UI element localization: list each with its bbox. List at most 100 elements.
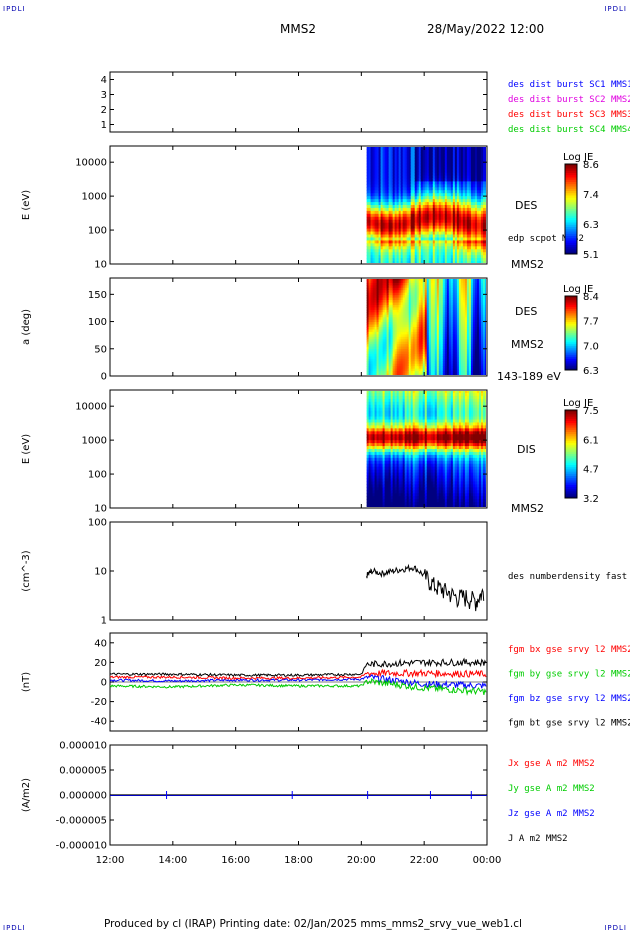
spectrogram-cell [432,363,436,367]
spectrogram-cell [406,327,410,331]
spectrogram-cell [368,187,372,191]
spectrogram-cell [446,336,450,340]
spectrogram-cell [394,184,398,188]
spectrogram-cell [416,349,420,353]
spectrogram-cell [480,202,484,206]
spectrogram-cell [412,358,416,362]
spectrogram-cell [474,312,478,316]
spectrogram-cell [406,249,410,253]
spectrogram-cell [470,219,474,224]
spectrogram-cell [370,207,374,212]
spectrogram-cell [390,160,394,165]
spectrogram-cell [426,219,430,224]
spectrogram-cell [382,285,386,289]
spectrogram-cell [412,373,416,375]
spectrogram-cell [476,336,480,340]
spectrogram-cell [386,160,390,165]
spectrogram-cell [424,231,428,236]
spectrogram-cell [388,243,392,247]
spectrogram-cell [474,307,478,311]
spectrogram-cell [382,160,386,165]
spectrogram-cell [378,196,382,200]
spectrogram-cell [432,341,436,345]
spectrogram-cell [382,334,386,338]
spectrogram-cell [368,258,372,262]
spectrogram-cell [478,319,482,323]
spectrogram-cell [470,231,474,236]
spectrogram-cell [476,373,480,375]
spectrogram-cell [462,222,466,227]
spectrogram-cell [470,172,474,177]
spectrogram-cell [432,225,436,230]
spectrogram-cell [434,234,438,239]
spectrogram-cell [392,202,396,206]
spectrogram-cell [428,336,432,340]
spectrogram-cell [416,312,420,316]
colorbar-tick-des_energy-2: 6.3 [583,220,599,231]
spectrogram-cell [370,309,374,313]
spectrogram-cell [370,181,374,185]
spectrogram-cell [434,356,438,360]
spectrogram-cell [392,287,396,291]
spectrogram-cell [440,336,444,340]
spectrogram-cell [454,292,458,296]
spectrogram-cell [376,196,380,200]
spectrogram-cell [434,297,438,301]
spectrogram-cell [460,184,464,188]
spectrogram-cell [370,258,374,262]
spectrogram-cell [372,300,376,304]
spectrogram-cell [404,219,408,224]
colorbar-step [565,366,577,369]
spectrogram-cell [434,184,438,188]
spectrogram-cell [426,255,430,259]
spectrogram-cell [468,344,472,348]
spectrogram-cell [404,243,408,247]
spectrogram-cell [444,287,448,291]
spectrogram-cell [382,147,386,150]
spectrogram-cell [456,349,460,353]
spectrogram-cell [374,258,378,262]
spectrogram-cell [454,346,458,350]
spectrogram-cell [470,193,474,197]
spectrogram-cell [418,258,422,262]
spectrogram-cell [428,324,432,328]
spectrogram-cell [372,190,376,194]
spectrogram-cell [442,187,446,191]
spectrogram-cell [406,178,410,182]
spectrogram-cell [484,172,487,177]
spectrogram-cell [368,349,372,353]
spectrogram-cell [442,196,446,200]
spectrogram-cell [386,285,390,289]
spectrogram-cell [428,287,432,291]
spectrogram-cell [466,285,470,289]
spectrogram-cell [416,193,420,197]
spectrogram-cell [426,222,430,227]
spectrogram-cell [380,258,384,262]
spectrogram-cell [404,317,408,321]
spectrogram-cell [392,154,396,159]
spectrogram-cell [416,302,420,306]
spectrogram-cell [444,163,448,168]
spectrogram-cell [448,282,452,286]
spectrogram-cell [404,285,408,289]
spectrogram-cell [414,237,418,241]
spectrogram-cell [452,336,456,340]
spectrogram-cell [462,202,466,206]
spectrogram-cell [400,169,404,174]
spectrogram-cell [470,324,474,328]
spectrogram-cell [378,297,382,301]
spectrogram-cell [406,225,410,230]
spectrogram-cell [386,322,390,326]
spectrogram-cell [462,302,466,306]
spectrogram-cell [392,249,396,253]
spectrogram-cell [380,249,384,253]
y-tick-label-des_pitch-2: 50 [94,344,107,355]
spectrogram-cell [436,292,440,296]
spectrogram-cell [456,361,460,365]
spectrogram-cell [464,175,468,180]
colorbar-tick-des_energy-3: 5.1 [583,250,599,261]
spectrogram-cell [450,205,454,209]
spectrogram-cell [386,181,390,185]
spectrogram-cell [470,196,474,200]
spectrogram-cell [408,151,412,156]
